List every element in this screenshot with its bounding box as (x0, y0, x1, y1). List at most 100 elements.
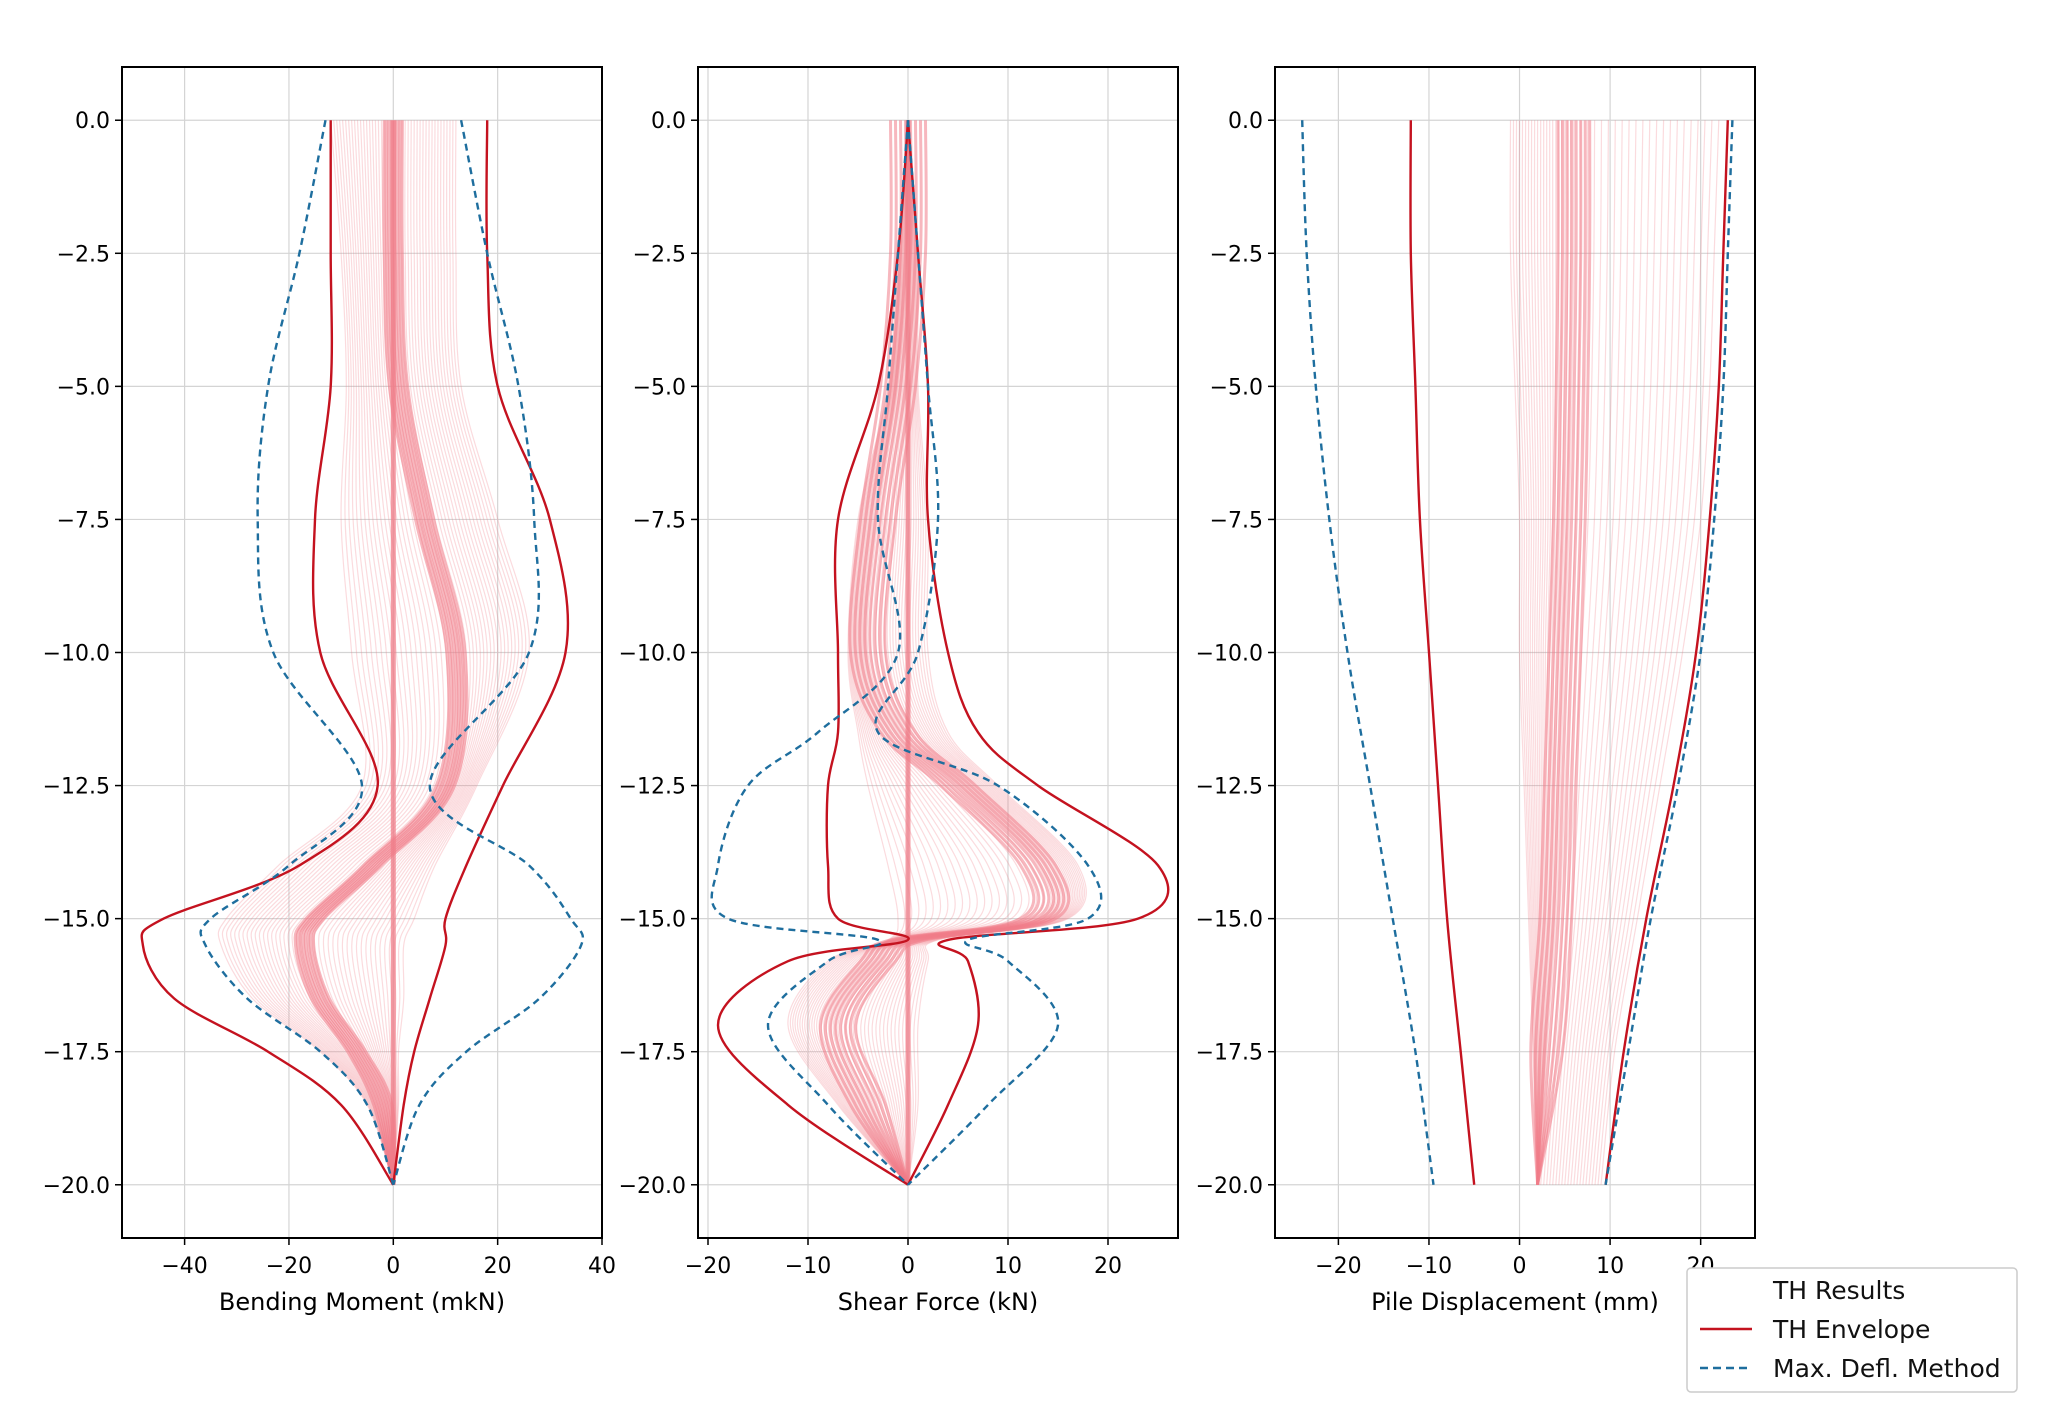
panel-bending-moment: −40 −20 0 20 40 0.0 −2.5 −5.0 −7.5 −10.0 −12.5 −15.… (43, 66, 616, 1316)
y-tick-label: 0.0 (1228, 109, 1263, 134)
th-results-curve (392, 120, 527, 1185)
y-tick-label: −15.0 (43, 908, 110, 933)
th-results-curve (1579, 120, 1672, 1185)
legend-label-th-envelope: TH Envelope (1772, 1315, 1930, 1344)
max-defl-method-line (392, 119, 585, 1186)
legend-box (1686, 1267, 2018, 1393)
y-tick-label: −10.0 (619, 642, 686, 667)
th-results-curve (1555, 120, 1616, 1185)
th-results-curve (898, 120, 1079, 1185)
y-tick-label: −12.5 (1196, 775, 1263, 800)
th-results-core-curve (1536, 120, 1583, 1185)
panel-shear-force: −20 −10 0 10 20 0.0 −2.5 −5.0 −7.5 −10.0 −12.5 −15.… (619, 66, 1179, 1316)
th-results-curve (1537, 120, 1557, 1185)
y-tick-label: −17.5 (619, 1041, 686, 1066)
th-results-core-curve (311, 120, 469, 1185)
th-results-core-curve (293, 120, 451, 1186)
th-results-core-curve (848, 120, 1066, 1186)
x-tick-label: −20 (685, 1254, 731, 1279)
th-results-curve (230, 120, 394, 1185)
th-results-curve (1570, 120, 1651, 1185)
x-tick-label: 0 (901, 1254, 915, 1279)
th-results-curve (360, 120, 499, 1185)
y-tick-label: −20.0 (1196, 1174, 1263, 1199)
th-results-core-curve (1536, 120, 1578, 1185)
y-tick-label: −15.0 (1196, 908, 1263, 933)
y-tick-label: −2.5 (1210, 242, 1263, 267)
th-results-curve (1537, 120, 1544, 1185)
th-results-curve (894, 120, 1077, 1185)
x-tick-label: −20 (266, 1254, 312, 1279)
th-results-curve (1600, 120, 1720, 1185)
max-defl-method-line (1604, 120, 1734, 1185)
y-tick-label: −2.5 (633, 242, 686, 267)
th-results-curve (1588, 120, 1692, 1185)
th-results-core-curve (828, 120, 1046, 1186)
y-tick-label: −17.5 (1196, 1041, 1263, 1066)
x-axis-label: Shear Force (kN) (838, 1288, 1039, 1316)
th-results-curve (1558, 120, 1623, 1185)
th-results-curve (813, 120, 978, 1186)
plot-area (140, 119, 585, 1186)
th-results-curve (1518, 120, 1539, 1185)
th-results-curve (246, 120, 396, 1185)
th-results-curve (221, 120, 394, 1185)
th-results-curve (374, 120, 509, 1185)
y-tick-label: −17.5 (43, 1041, 110, 1066)
th-results-core-curve (1529, 120, 1560, 1185)
th-results-curve (815, 120, 986, 1186)
th-results-core-curve (853, 120, 1071, 1186)
th-results-core-curve (1536, 120, 1569, 1185)
x-tick-label: −10 (1406, 1254, 1452, 1279)
y-tick-label: −15.0 (619, 908, 686, 933)
x-axis-label: Bending Moment (mkN) (219, 1288, 505, 1316)
th-results-curve (351, 120, 492, 1185)
max-defl-method-line (199, 119, 395, 1186)
th-results-curve (1564, 120, 1637, 1185)
th-results-curve (1582, 120, 1678, 1185)
x-tick-label: −10 (785, 1254, 831, 1279)
y-tick-label: −12.5 (619, 775, 686, 800)
th-results-curve (369, 120, 506, 1185)
th-results-core-curve (833, 120, 1051, 1186)
legend-label-max-defl: Max. Defl. Method (1773, 1354, 2001, 1383)
th-envelope-line (716, 120, 910, 1186)
th-results-curve (379, 120, 513, 1185)
th-results-curve (262, 120, 414, 1185)
x-tick-label: 20 (1094, 1254, 1122, 1279)
th-results-core-curve (306, 120, 464, 1185)
y-tick-label: −20.0 (619, 1174, 686, 1199)
x-tick-label: −20 (1315, 1254, 1361, 1279)
th-results-curve (217, 120, 394, 1185)
th-results-curve (271, 120, 422, 1185)
th-results-curve (225, 120, 394, 1185)
th-results-curve (242, 120, 394, 1185)
th-results-curve (341, 120, 485, 1185)
x-tick-label: 10 (1596, 1254, 1624, 1279)
y-tick-label: −12.5 (43, 775, 110, 800)
x-tick-label: 20 (484, 1254, 512, 1279)
x-tick-label: 10 (994, 1254, 1022, 1279)
legend: TH Results TH Envelope Max. Defl. Method (1686, 1267, 2018, 1393)
max-defl-method-line (1301, 120, 1435, 1185)
legend-label-th-results: TH Results (1772, 1276, 1905, 1305)
th-results-core-curve (838, 120, 1056, 1186)
th-results-core-curve (1536, 120, 1592, 1186)
th-results-curve (837, 120, 1052, 1186)
th-results-core-curve (818, 120, 1036, 1186)
y-tick-label: −10.0 (43, 642, 110, 667)
th-results-curve (392, 120, 530, 1185)
th-results-core-curve (296, 120, 453, 1186)
x-tick-label: 0 (1513, 1254, 1527, 1279)
th-results-curve (1576, 120, 1665, 1185)
th-results-curve (1549, 120, 1603, 1185)
th-results-core-curve (309, 120, 466, 1185)
th-results-curve (1536, 120, 1542, 1185)
th-results-curve (365, 120, 502, 1185)
th-results-curve (355, 120, 495, 1185)
max-defl-method-line (710, 120, 910, 1186)
x-tick-label: 40 (588, 1254, 616, 1279)
th-results-curve (1585, 120, 1685, 1185)
th-results-curve (238, 120, 394, 1185)
x-tick-label: 0 (386, 1254, 400, 1279)
